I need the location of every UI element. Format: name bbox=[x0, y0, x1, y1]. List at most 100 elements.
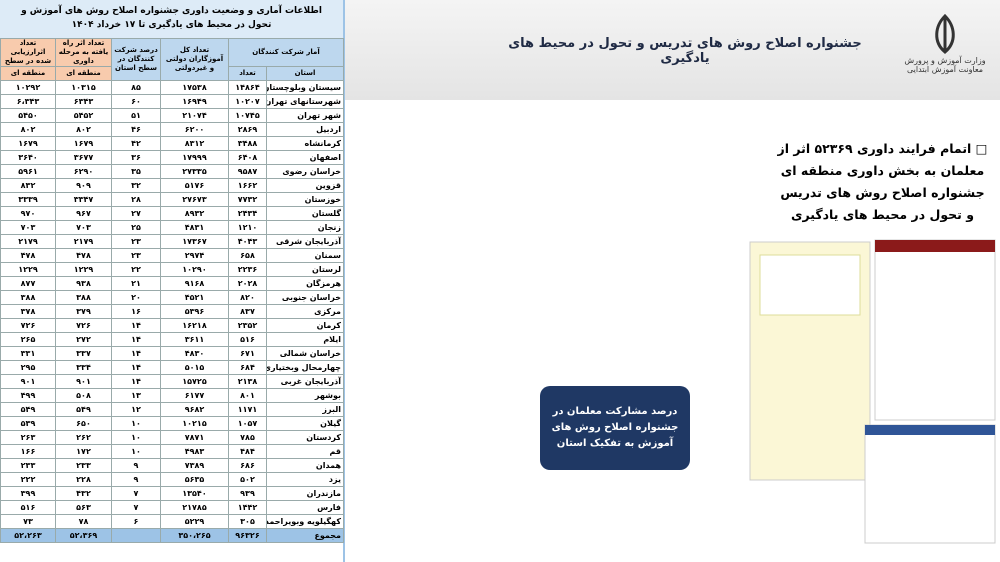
number-cell: ۲۳ bbox=[111, 248, 161, 263]
province-cell: گیلان bbox=[266, 416, 344, 431]
number-cell: ۲۲ bbox=[111, 262, 161, 277]
number-cell: ۱۰ bbox=[111, 444, 161, 459]
province-cell: مازندران bbox=[266, 486, 344, 501]
number-cell: ۴۷۸ bbox=[0, 248, 56, 263]
number-cell: ۸۷۷ bbox=[0, 276, 56, 291]
sub-header: منطقه ای bbox=[55, 66, 112, 81]
logo: ۰۱۰۲۰۳۰۴۰۵۰۶۰۷۰۸۰۹۰سیستان وبلوچستان۸۵شهر… bbox=[900, 12, 990, 74]
table-row: آذربایجان غربی ۲۱۳۸ ۱۵۷۲۵ ۱۴ ۹۰۱ ۹۰۱ bbox=[0, 374, 344, 389]
province-cell: مرکزی bbox=[266, 304, 344, 319]
number-cell: ۳۳۷ bbox=[55, 346, 112, 361]
number-cell: ۱۵۷۲۵ bbox=[160, 374, 229, 389]
table-row: کرمان ۲۳۵۲ ۱۶۲۱۸ ۱۴ ۷۲۶ ۷۲۶ bbox=[0, 318, 344, 333]
ministry: وزارت آموزش و پرورش bbox=[904, 56, 986, 65]
table-body: سیستان وبلوچستان ۱۴۸۶۴ ۱۷۵۳۸ ۸۵ ۱۰۳۱۵ ۱۰۲۹۲ شه… bbox=[0, 80, 344, 543]
number-cell: ۲۴۳۴ bbox=[228, 206, 267, 221]
total-row: مجموع ۹۶۳۲۶ ۳۵۰،۲۶۵ ۵۲،۳۶۹ ۵۲،۲۶۳ bbox=[0, 528, 344, 543]
number-cell: ۲۳۳ bbox=[0, 458, 56, 473]
number-cell: ۱۰۲۰۷ bbox=[228, 94, 267, 109]
province-cell: کردستان bbox=[266, 430, 344, 445]
emblem: ۰۱۰۲۰۳۰۴۰۵۰۶۰۷۰۸۰۹۰سیستان وبلوچستان۸۵شهر… bbox=[935, 13, 955, 54]
number-cell: ۴۲ bbox=[111, 136, 161, 151]
column-header: تعداد bbox=[228, 66, 267, 81]
table-row: گیلان ۱۰۵۷ ۱۰۲۱۵ ۱۰ ۶۵۰ ۵۳۹ bbox=[0, 416, 344, 431]
number-cell: ۱۰ bbox=[111, 430, 161, 445]
province-cell: شهر تهران bbox=[266, 108, 344, 123]
table-row: ایلام ۵۱۶ ۳۶۱۱ ۱۴ ۲۷۲ ۲۶۵ bbox=[0, 332, 344, 347]
number-cell: ۳۴۸۸ bbox=[228, 136, 267, 151]
number-cell: ۷۲۶ bbox=[0, 318, 56, 333]
number-cell: ۵۴۹ bbox=[0, 402, 56, 417]
number-cell: ۶ bbox=[111, 514, 161, 529]
number-cell: ۳۳۱ bbox=[0, 346, 56, 361]
number-cell: ۵۰۲ bbox=[228, 472, 267, 487]
number-cell: ۲۸ bbox=[111, 192, 161, 207]
table-row: قزوین ۱۶۶۲ ۵۱۷۶ ۳۲ ۹۰۹ ۸۳۲ bbox=[0, 178, 344, 193]
province-cell: قزوین bbox=[266, 178, 344, 193]
number-cell: ۵۴۵۰ bbox=[0, 108, 56, 123]
number-cell: ۲۳۳ bbox=[55, 458, 112, 473]
number-cell: ۱۲۱۰ bbox=[228, 220, 267, 235]
table-row: سیستان وبلوچستان ۱۴۸۶۴ ۱۷۵۳۸ ۸۵ ۱۰۳۱۵ ۱۰۲۹۲ bbox=[0, 80, 344, 95]
number-cell: ۲۳۵۲ bbox=[228, 318, 267, 333]
number-cell: ۲۱۷۹ bbox=[55, 234, 112, 249]
province-cell: خراسان جنوبی bbox=[266, 290, 344, 305]
province-cell: همدان bbox=[266, 458, 344, 473]
number-cell: ۴۳۲ bbox=[55, 486, 112, 501]
number-cell: ۷ bbox=[111, 500, 161, 515]
number-cell: ۱۴ bbox=[111, 318, 161, 333]
number-cell: ۳۶۴۰ bbox=[0, 150, 56, 165]
number-cell: ۲۷۲ bbox=[55, 332, 112, 347]
number-cell: ۱۰۵۷ bbox=[228, 416, 267, 431]
province-cell: کرمان bbox=[266, 318, 344, 333]
table-row: چهارمحال وبختیاری ۶۸۴ ۵۰۱۵ ۱۴ ۳۳۴ ۲۹۵ bbox=[0, 360, 344, 375]
number-cell: ۱۶۷۹ bbox=[0, 136, 56, 151]
number-cell: ۶۴۰۸ bbox=[228, 150, 267, 165]
number-cell: ۱۰۳۱۵ bbox=[55, 80, 112, 95]
number-cell: ۹ bbox=[111, 458, 161, 473]
number-cell: ۴۹۸۳ bbox=[160, 444, 229, 459]
province-cell: البرز bbox=[266, 402, 344, 417]
table-row: لرستان ۲۲۳۶ ۱۰۲۹۰ ۲۲ ۱۲۲۹ ۱۲۲۹ bbox=[0, 262, 344, 277]
number-cell: ۵۱۶ bbox=[228, 332, 267, 347]
number-cell: ۳۳۴۷ bbox=[55, 192, 112, 207]
table-row: اردبیل ۲۸۶۹ ۶۲۰۰ ۴۶ ۸۰۲ ۸۰۲ bbox=[0, 122, 344, 137]
number-cell: ۸۲۰ bbox=[228, 290, 267, 305]
number-cell: ۱۰ bbox=[111, 416, 161, 431]
number-cell: ۶۰ bbox=[111, 94, 161, 109]
table-row: قم ۴۸۴ ۴۹۸۳ ۱۰ ۱۷۲ ۱۶۶ bbox=[0, 444, 344, 459]
number-cell: ۳۶۱۱ bbox=[160, 332, 229, 347]
number-cell: ۱۰۲۱۵ bbox=[160, 416, 229, 431]
number-cell: ۲۰۲۸ bbox=[228, 276, 267, 291]
number-cell: ۵۴۹ bbox=[55, 402, 112, 417]
number-cell: ۹۷۰ bbox=[0, 206, 56, 221]
number-cell: ۶۵۸ bbox=[228, 248, 267, 263]
number-cell: ۱۶۶ bbox=[0, 444, 56, 459]
number-cell: ۴۸۳۱ bbox=[160, 220, 229, 235]
number-cell: ۲۱۷۸۵ bbox=[160, 500, 229, 515]
table-row: کرمانشاه ۳۴۸۸ ۸۳۱۲ ۴۲ ۱۶۷۹ ۱۶۷۹ bbox=[0, 136, 344, 151]
number-cell: ۵۲،۲۶۳ bbox=[0, 528, 56, 543]
number-cell: ۵۳۹ bbox=[0, 416, 56, 431]
province-cell: کرمانشاه bbox=[266, 136, 344, 151]
number-cell: ۵۶۳۵ bbox=[160, 472, 229, 487]
number-cell: ۷۸ bbox=[55, 514, 112, 529]
number-cell: ۲۳ bbox=[111, 234, 161, 249]
number-cell: ۳۲ bbox=[111, 178, 161, 193]
number-cell: ۲۱۰۷۴ bbox=[160, 108, 229, 123]
number-cell: ۴۸۳۰ bbox=[160, 346, 229, 361]
number-cell: ۱۲۲۹ bbox=[55, 262, 112, 277]
thumbnails bbox=[749, 239, 996, 544]
number-cell: ۹ bbox=[111, 472, 161, 487]
number-cell: ۱۴۴۲ bbox=[228, 500, 267, 515]
summary: اتمام فرایند داوری ۵۲۳۶۹ اثر از معلمان ب… bbox=[777, 141, 985, 222]
number-cell: ۵۶۳ bbox=[55, 500, 112, 515]
number-cell: ۳۵ bbox=[111, 164, 161, 179]
number-cell: ۱۲۲۹ bbox=[0, 262, 56, 277]
table-row: هرمزگان ۲۰۲۸ ۹۱۶۸ ۲۱ ۹۳۸ ۸۷۷ bbox=[0, 276, 344, 291]
table-row: مازندران ۹۳۹ ۱۳۵۴۰ ۷ ۴۳۲ ۳۹۹ bbox=[0, 486, 344, 501]
number-cell: ۱۲ bbox=[111, 402, 161, 417]
number-cell: ۹۳۸ bbox=[55, 276, 112, 291]
number-cell: ۲۸۶۹ bbox=[228, 122, 267, 137]
